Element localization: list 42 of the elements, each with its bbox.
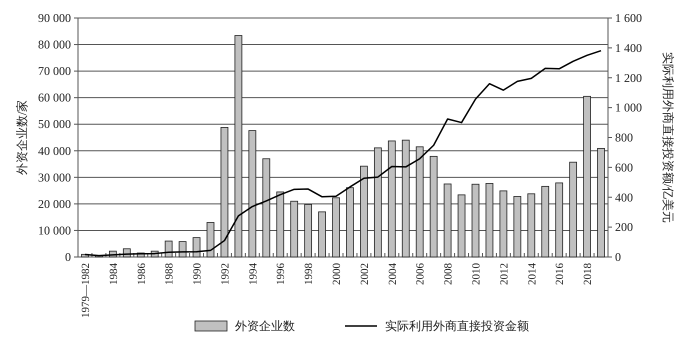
y-tick-label: 50 000 (38, 117, 71, 132)
y2-axis-title: 实际利用外商直接投资额/亿美元 (661, 52, 675, 224)
y-tick-label: 80 000 (38, 38, 71, 52)
x-tick-label: 2010 (470, 262, 482, 285)
x-tick-label: 2002 (358, 263, 371, 285)
x-tick-label: 1988 (164, 262, 176, 285)
y2-tick-label: 0 (615, 250, 621, 264)
y2-tick-label: 600 (615, 160, 633, 174)
legend-label: 实际利用外商直接投资金额 (385, 319, 529, 333)
y-tick-label: 40 000 (38, 144, 71, 158)
x-tick-label: 2012 (498, 263, 510, 285)
y-tick-label: 60 000 (38, 90, 71, 105)
x-tick-label: 1994 (247, 262, 260, 285)
x-tick-label: 1992 (219, 263, 232, 285)
y2-tick-label: 200 (615, 220, 633, 234)
x-tick-label: 1996 (275, 262, 288, 285)
x-tick-label: 2016 (554, 262, 566, 285)
x-tick-label: 1990 (192, 262, 204, 285)
x-tick-label: 1979—1982 (80, 263, 92, 318)
y2-tick-label: 1 200 (615, 70, 642, 85)
y-tick-label: 30 000 (38, 170, 71, 184)
legend-label: 外资企业数 (235, 319, 295, 333)
x-tick-label: 2004 (386, 262, 399, 285)
y-tick-label: 10 000 (38, 223, 71, 238)
x-tick-label: 1984 (108, 262, 120, 285)
y-axis-title: 外资企业数/家 (15, 100, 29, 176)
x-tick-label: 2014 (526, 262, 538, 285)
x-tick-label: 2000 (331, 262, 344, 285)
y2-tick-label: 1 600 (615, 11, 642, 25)
y2-tick-label: 1 400 (615, 40, 642, 55)
x-tick-label: 2006 (414, 262, 427, 285)
y2-tick-label: 800 (615, 130, 633, 144)
y-tick-label: 0 (65, 250, 71, 264)
x-tick-label: 2018 (582, 262, 594, 285)
y2-tick-label: 400 (615, 190, 633, 204)
x-tick-label: 1998 (303, 262, 316, 285)
y2-tick-label: 1 000 (615, 100, 642, 115)
y-tick-label: 70 000 (38, 64, 71, 78)
x-tick-label: 2008 (442, 262, 455, 285)
y-tick-label: 20 000 (38, 196, 71, 211)
x-tick-label: 1986 (136, 262, 148, 285)
y-tick-label: 90 000 (38, 11, 71, 25)
